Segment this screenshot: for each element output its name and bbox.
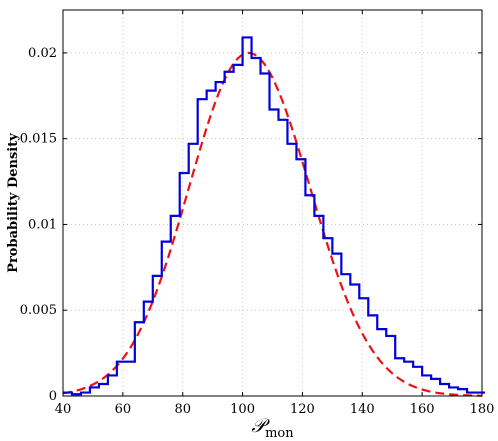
y-tick-labels: 0 0.005 0.01 0.015 0.02 xyxy=(20,46,57,404)
histogram-group xyxy=(63,36,485,396)
fit-curve xyxy=(62,51,483,397)
x-tick-label: 40 xyxy=(55,402,72,417)
y-tick-label: 0.01 xyxy=(28,217,57,232)
fit-curve-group xyxy=(62,51,483,397)
grid-lines xyxy=(63,10,482,396)
y-tick-label: 0.015 xyxy=(20,132,57,147)
y-tick-label: 0.005 xyxy=(20,303,57,318)
x-axis-label: 𝒫mon xyxy=(251,415,294,441)
y-tick-label: 0.02 xyxy=(28,46,57,61)
x-tick-label: 120 xyxy=(290,402,315,417)
x-tick-label: 140 xyxy=(350,402,375,417)
x-axis-label-subscript: mon xyxy=(265,426,294,441)
x-tick-labels: 40 60 80 100 120 140 160 180 xyxy=(55,402,495,417)
x-tick-label: 60 xyxy=(115,402,132,417)
x-tick-label: 180 xyxy=(470,402,495,417)
y-tick-label: 0 xyxy=(49,389,57,404)
x-tick-label: 100 xyxy=(230,402,255,417)
x-tick-label: 160 xyxy=(410,402,435,417)
tick-marks xyxy=(62,10,483,397)
plot-frame xyxy=(62,9,483,397)
histogram-steps xyxy=(63,36,485,396)
x-tick-label: 80 xyxy=(174,402,191,417)
y-axis-label: Probability Density xyxy=(6,133,21,273)
